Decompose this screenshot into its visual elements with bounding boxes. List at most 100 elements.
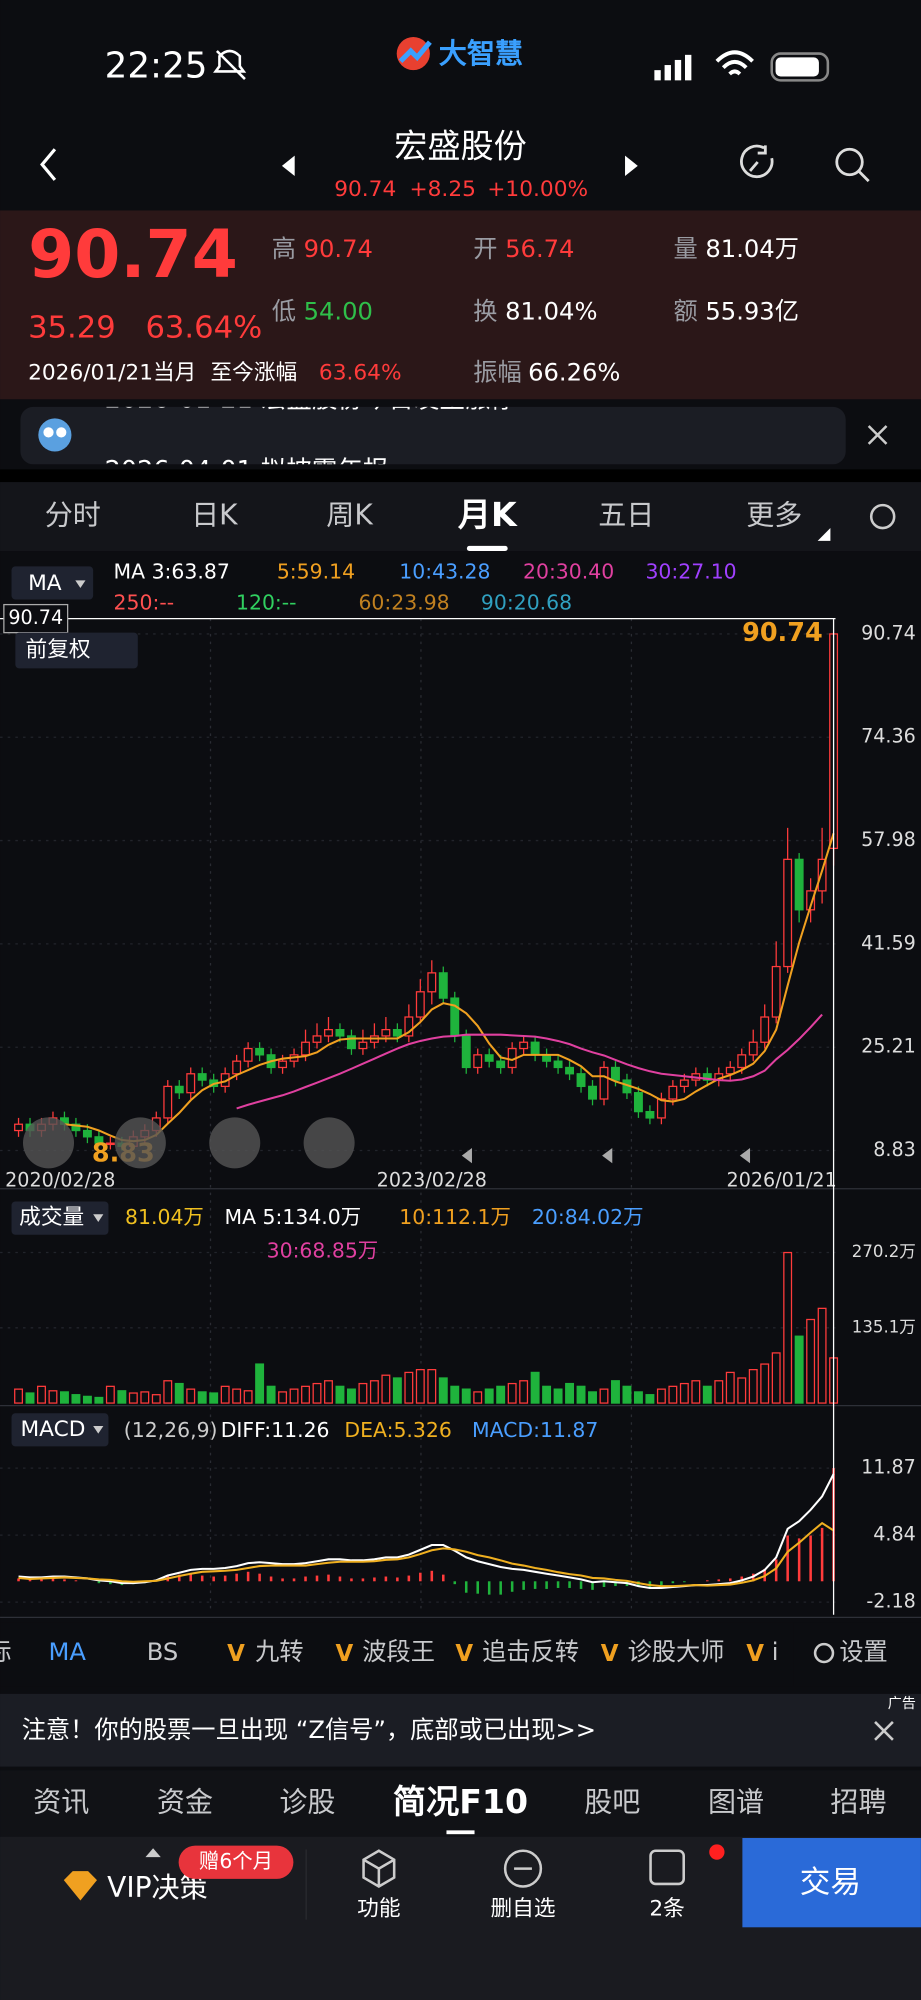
- back-button[interactable]: [40, 148, 57, 181]
- tab-active[interactable]: 月K: [458, 495, 518, 534]
- tab[interactable]: 分时: [45, 499, 101, 532]
- indicator-select[interactable]: [11, 566, 94, 600]
- adjust-label: 前复权: [26, 638, 91, 663]
- quote-panel: [0, 210, 921, 400]
- macd-legend: DIFF:11.26: [221, 1418, 330, 1442]
- tab[interactable]: 周K: [326, 499, 373, 532]
- app-name: 大智慧: [439, 37, 523, 70]
- candle-body: [392, 1028, 402, 1037]
- tool[interactable]: i: [772, 1638, 779, 1666]
- mute-icon: [213, 49, 247, 80]
- signal-icon: [654, 54, 692, 81]
- tool[interactable]: 波段王: [362, 1638, 435, 1666]
- candle-body: [783, 858, 793, 968]
- candle-body: [760, 1016, 770, 1043]
- nav-tab-active[interactable]: 简况F10: [393, 1782, 528, 1821]
- ma-legend: 20:30.40: [523, 560, 614, 584]
- nav-tab[interactable]: 招聘: [830, 1786, 886, 1819]
- candle-body: [243, 1047, 253, 1062]
- period-tabs: [0, 482, 921, 552]
- stat-label: 换: [473, 298, 497, 326]
- volume-bar: [289, 1388, 299, 1404]
- tab[interactable]: 更多: [746, 499, 802, 532]
- refresh-button[interactable]: [740, 144, 774, 179]
- volume-bar: [94, 1396, 104, 1404]
- tab[interactable]: 五日: [598, 499, 654, 532]
- footer-button[interactable]: 功能: [357, 1896, 400, 1921]
- news-close[interactable]: [867, 425, 888, 445]
- ma-legend: 5:59.14: [277, 560, 355, 584]
- y-tick-label: 8.83: [873, 1138, 916, 1161]
- tool[interactable]: BS: [147, 1638, 179, 1666]
- candle-body: [105, 1142, 115, 1146]
- macd-title: MACD: [20, 1417, 85, 1442]
- candle-body: [232, 1060, 242, 1075]
- ad-bar[interactable]: [0, 1693, 921, 1767]
- nav-tab[interactable]: 资金: [157, 1786, 213, 1819]
- candle-body: [186, 1073, 196, 1094]
- candle-body: [174, 1085, 184, 1094]
- nav-tab[interactable]: 资讯: [33, 1786, 89, 1819]
- volume-bar: [611, 1380, 620, 1404]
- volume-bar: [128, 1392, 138, 1404]
- ad-close[interactable]: [874, 1721, 894, 1741]
- tab[interactable]: 日K: [191, 499, 238, 532]
- volume-bar: [346, 1388, 356, 1404]
- since-value: 63.64%: [319, 361, 402, 386]
- candle-body: [633, 1092, 643, 1113]
- candle-body: [461, 1035, 471, 1069]
- volume-bar: [82, 1395, 92, 1404]
- y-tick-label: 90.74: [861, 621, 916, 644]
- stat-value: 90.74: [304, 235, 373, 263]
- candle-body: [496, 1060, 506, 1069]
- trade-button[interactable]: [742, 1838, 921, 1928]
- volume-bar: [461, 1388, 471, 1404]
- nav-tab[interactable]: 股吧: [584, 1786, 640, 1819]
- volume-bar: [565, 1382, 575, 1404]
- v-icon: V: [335, 1641, 353, 1667]
- stat-value: 66.26%: [528, 359, 620, 387]
- ma-legend: MA 3:63.87: [114, 560, 230, 584]
- tool[interactable]: 九转: [255, 1638, 303, 1666]
- overlay-buttons[interactable]: [23, 1117, 355, 1169]
- volume-bar: [392, 1377, 402, 1404]
- trade-label: 交易: [800, 1865, 861, 1900]
- footer-button[interactable]: 2条: [649, 1896, 684, 1921]
- divider: [0, 469, 921, 483]
- volume-bar: [668, 1385, 678, 1404]
- footer-button[interactable]: 删自选: [490, 1896, 555, 1921]
- volume-bar: [59, 1391, 69, 1404]
- volume-select[interactable]: [11, 1201, 109, 1235]
- candle-body: [438, 972, 448, 999]
- tool[interactable]: MA: [49, 1638, 87, 1666]
- volume-bar: [794, 1335, 804, 1404]
- candle-body: [565, 1066, 575, 1075]
- settings-button[interactable]: [869, 503, 896, 530]
- candle-body: [702, 1073, 712, 1081]
- volume-bar: [656, 1388, 666, 1404]
- quote-price: 90.74: [28, 215, 238, 293]
- next-stock[interactable]: [625, 155, 638, 177]
- ma-legend: 120:--: [236, 590, 297, 614]
- news-bar[interactable]: [20, 406, 846, 465]
- candle-body: [656, 1098, 666, 1119]
- news-item: 2026-04-01 拟披露年报: [105, 456, 389, 486]
- volume-bar: [151, 1394, 161, 1404]
- nav-tab[interactable]: 诊股: [279, 1786, 335, 1819]
- volume-bar: [633, 1391, 643, 1404]
- prev-stock[interactable]: [281, 155, 295, 177]
- search-button[interactable]: [835, 147, 864, 177]
- volume-bar: [266, 1385, 276, 1404]
- candle-body: [748, 1041, 758, 1056]
- tool[interactable]: 诊股大师: [628, 1638, 725, 1666]
- indicator-name: MA: [28, 571, 62, 596]
- volume-bar: [404, 1371, 414, 1404]
- macd-select[interactable]: [11, 1413, 109, 1447]
- tool[interactable]: 追击反转: [482, 1638, 579, 1666]
- adjust-button[interactable]: [15, 632, 138, 669]
- v-icon: V: [746, 1641, 764, 1667]
- nav-tab[interactable]: 图谱: [708, 1786, 764, 1819]
- stat-value: 54.00: [304, 298, 373, 326]
- tool[interactable]: 标: [0, 1638, 12, 1666]
- tool[interactable]: 设置: [839, 1638, 887, 1666]
